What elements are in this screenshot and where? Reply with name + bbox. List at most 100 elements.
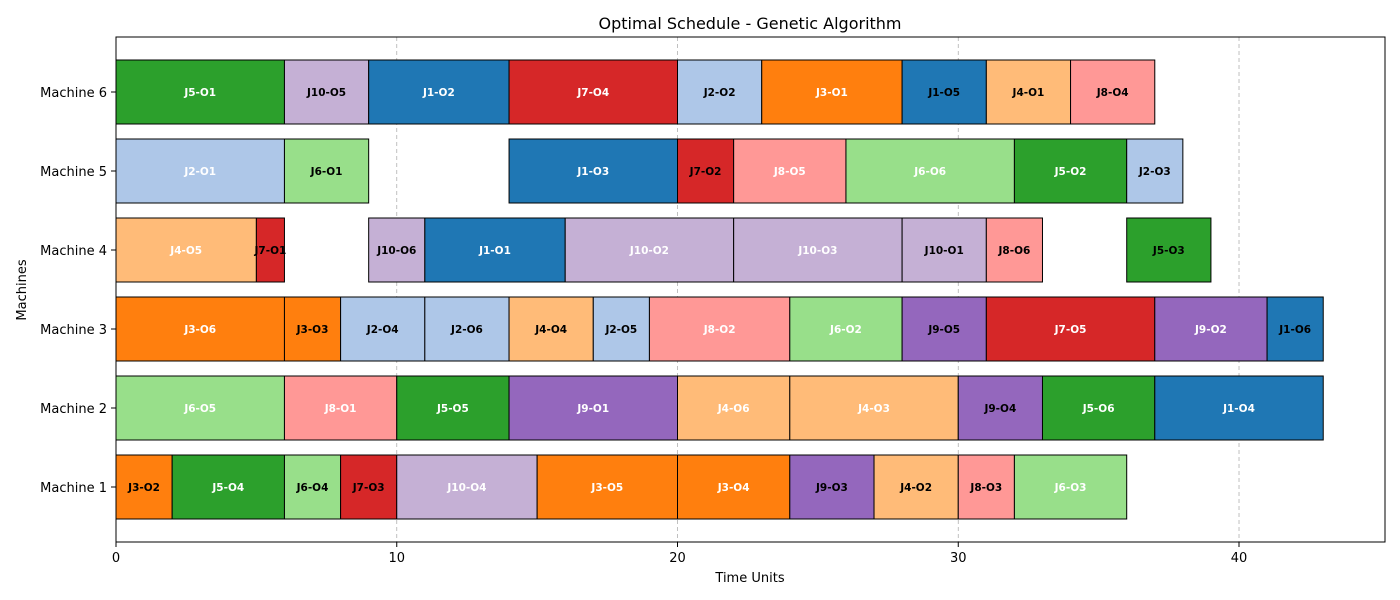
task-bar: J5-O4: [171, 454, 285, 520]
task-bar-label: J8-O4: [1096, 87, 1129, 99]
task-bar: J10-O1: [901, 217, 987, 283]
task-bar: J3-O3: [283, 296, 342, 362]
task-bar-rect: [677, 59, 763, 125]
task-bar: J10-O3: [733, 217, 903, 283]
task-bar: J3-O2: [115, 454, 173, 520]
x-tick-label: 30: [950, 551, 967, 566]
task-bar-rect: [283, 296, 342, 362]
task-bar: J1-O2: [368, 59, 510, 125]
y-axis-label: Machines: [15, 259, 30, 320]
task-bar: J7-O1: [254, 217, 287, 283]
task-bar-rect: [901, 296, 987, 362]
task-bar-label: J6-O4: [296, 482, 329, 494]
task-bar: J8-O2: [648, 296, 791, 362]
task-bar: J7-O4: [508, 59, 679, 125]
task-bar: J1-O4: [1154, 375, 1324, 441]
task-bar-label: J7-O5: [1054, 324, 1087, 336]
task-bar-label: J2-O6: [450, 324, 483, 336]
task-bar: J2-O4: [340, 296, 426, 362]
task-bar: J3-O5: [536, 454, 679, 520]
task-bar-rect: [957, 454, 1015, 520]
task-bar: J7-O5: [985, 296, 1156, 362]
task-bar-rect: [424, 217, 566, 283]
task-bar: J8-O5: [733, 138, 847, 204]
task-bar: J10-O5: [283, 59, 370, 125]
task-bar-label: J7-O1: [254, 245, 287, 257]
task-bar-rect: [564, 217, 735, 283]
task-bar-rect: [789, 296, 903, 362]
task-bar: J5-O3: [1126, 217, 1212, 283]
task-bar: J8-O1: [283, 375, 398, 441]
chart-title: Optimal Schedule - Genetic Algorithm: [598, 14, 901, 33]
task-bar-label: J2-O5: [604, 324, 637, 336]
task-bar-label: J6-O6: [913, 166, 946, 178]
task-bar-label: J7-O3: [352, 482, 385, 494]
task-bar-label: J8-O3: [969, 482, 1002, 494]
task-bar-label: J8-O2: [703, 324, 736, 336]
task-bar-label: J2-O4: [366, 324, 399, 336]
task-bar-rect: [1154, 296, 1268, 362]
task-bar-rect: [677, 138, 735, 204]
task-bar-label: J3-O1: [815, 87, 848, 99]
task-bar: J7-O3: [340, 454, 398, 520]
task-bar-label: J9-O4: [983, 403, 1016, 415]
task-bar-label: J10-O4: [446, 482, 486, 494]
task-bar-rect: [508, 296, 594, 362]
task-bar-label: J4-O2: [899, 482, 932, 494]
task-bar-label: J1-O5: [927, 87, 960, 99]
task-bar-rect: [845, 138, 1015, 204]
task-bar: J8-O3: [957, 454, 1015, 520]
task-bar-label: J1-O3: [576, 166, 609, 178]
task-bar-rect: [115, 375, 285, 441]
task-bar-rect: [115, 59, 285, 125]
task-bar-label: J7-O2: [689, 166, 722, 178]
task-bar-label: J7-O4: [576, 87, 609, 99]
task-bar-rect: [115, 454, 173, 520]
task-bar-label: J3-O5: [590, 482, 623, 494]
task-bar-label: J1-O1: [478, 245, 511, 257]
task-bar-rect: [677, 375, 791, 441]
task-bar: J6-O1: [283, 138, 370, 204]
task-bar: J1-O1: [424, 217, 566, 283]
task-bar: J6-O4: [283, 454, 342, 520]
task-bar: J3-O4: [677, 454, 791, 520]
task-bar-rect: [648, 296, 791, 362]
task-bar-rect: [873, 454, 959, 520]
task-bar-label: J5-O6: [1082, 403, 1115, 415]
task-bar-rect: [985, 296, 1156, 362]
task-bar-label: J2-O1: [183, 166, 216, 178]
task-bar: J4-O3: [789, 375, 959, 441]
task-bar-label: J4-O6: [717, 403, 750, 415]
task-bar-rect: [901, 217, 987, 283]
task-bar-rect: [396, 454, 538, 520]
task-bar: J10-O6: [368, 217, 426, 283]
task-bar: J5-O1: [115, 59, 285, 125]
x-tick-label: 10: [388, 551, 405, 566]
task-bar-label: J2-O3: [1138, 166, 1171, 178]
x-axis-ticks: 0 10 20 30 40: [112, 542, 1247, 566]
task-bar-rect: [1154, 375, 1324, 441]
task-bar: J6-O5: [115, 375, 285, 441]
task-bar-rect: [592, 296, 650, 362]
task-bar: J1-O6: [1266, 296, 1324, 362]
task-bar-rect: [1041, 375, 1156, 441]
task-bar: J9-O3: [789, 454, 875, 520]
task-bar: J8-O4: [1070, 59, 1156, 125]
y-tick-label: Machine 6: [40, 86, 107, 101]
task-bar-rect: [255, 217, 285, 283]
task-bar: J4-O1: [985, 59, 1072, 125]
task-bar-rect: [115, 138, 285, 204]
task-bar-label: J8-O1: [324, 403, 357, 415]
task-bar-label: J6-O5: [183, 403, 216, 415]
task-bar-label: J10-O5: [306, 87, 346, 99]
task-bar-label: J9-O5: [927, 324, 960, 336]
x-tick-label: 0: [112, 551, 120, 566]
task-bar-label: J2-O2: [703, 87, 736, 99]
task-bar: J9-O2: [1154, 296, 1268, 362]
y-tick-label: Machine 4: [40, 244, 107, 259]
task-bar-label: J3-O6: [183, 324, 216, 336]
task-bar-rect: [733, 217, 903, 283]
task-bar-rect: [508, 59, 679, 125]
y-axis-ticks: Machine 1 Machine 2 Machine 3 Machine 4 Mach…: [40, 86, 116, 496]
